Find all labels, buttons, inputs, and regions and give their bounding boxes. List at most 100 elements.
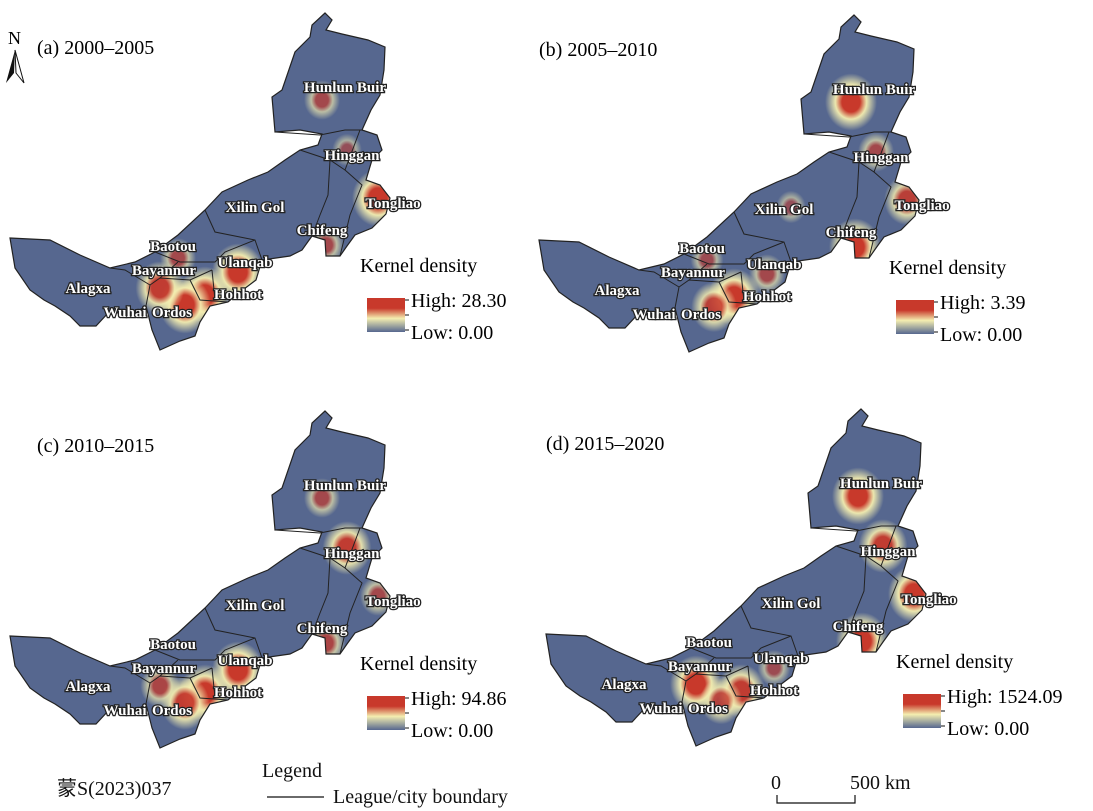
legend-title: Kernel density [360, 255, 477, 277]
legend-title: Kernel density [360, 653, 477, 675]
league-boundary [840, 161, 860, 239]
league-boundary [159, 659, 179, 677]
legend-title: Kernel density [889, 257, 1006, 279]
panel-title: (a) 2000–2005 [37, 37, 154, 59]
city-label: Alagxa [602, 677, 648, 693]
league-boundary [847, 555, 867, 633]
city-label: Ulanqab [217, 255, 272, 271]
league-boundary [311, 159, 331, 237]
density-hotspot [352, 169, 390, 227]
density-hotspot [832, 467, 884, 525]
north-arrow-icon: N [6, 28, 25, 84]
city-label: Wuhai [103, 703, 146, 719]
league-boundary [189, 677, 229, 701]
legend-color-ramp [896, 300, 934, 334]
city-label: Baotou [679, 241, 725, 257]
density-hotspot [690, 241, 724, 279]
league-boundary [835, 525, 897, 567]
city-label: Xilin Gol [226, 200, 285, 216]
league-boundary [299, 129, 361, 171]
density-hotspot [332, 133, 362, 167]
league-boundary [810, 525, 898, 532]
league-boundary [875, 565, 899, 653]
city-label: Hohhot [214, 287, 262, 303]
panel-title: (d) 2015–2020 [546, 433, 664, 455]
city-label: Bayannur [661, 265, 726, 281]
league-boundary [339, 567, 363, 655]
city-label: Ulanqab [753, 651, 808, 667]
league-boundary [645, 663, 687, 682]
league-boundary [740, 605, 799, 657]
density-hotspot [140, 664, 180, 708]
league-boundary [274, 129, 362, 136]
city-label: Chifeng [826, 225, 877, 241]
league-boundary [204, 209, 263, 261]
league-boundary [211, 269, 216, 301]
city-label: Tongliao [894, 198, 949, 214]
legend-color-ramp [903, 694, 941, 728]
city-label: Hinggan [860, 544, 916, 560]
scale-bar [776, 795, 856, 804]
league-boundary [695, 657, 715, 675]
city-label: Ordos [152, 703, 192, 719]
city-label: Ordos [688, 701, 728, 717]
legend-color-ramp [367, 696, 405, 730]
panel-title: (b) 2005–2010 [539, 39, 657, 61]
legend-low: Low: 0.00 [947, 718, 1029, 740]
city-label: Hinggan [853, 150, 909, 166]
province-outline [9, 12, 391, 351]
league-boundary [339, 169, 363, 257]
city-label: Chifeng [297, 621, 348, 637]
city-label: Chifeng [297, 223, 348, 239]
city-label: Alagxa [66, 281, 112, 297]
city-label: Ordos [152, 305, 192, 321]
density-hotspot [160, 238, 196, 278]
region-fill [10, 13, 390, 350]
league-boundary [718, 281, 758, 305]
city-label: Xilin Gol [762, 596, 821, 612]
league-boundary [211, 667, 216, 699]
city-label: Tongliao [365, 196, 420, 212]
density-hotspot [304, 478, 340, 518]
league-boundary [109, 665, 151, 684]
province-outline [9, 410, 391, 749]
scale-zero: 0 [771, 772, 781, 794]
city-label: Hohhot [214, 685, 262, 701]
region-fill [546, 409, 926, 746]
density-hotspot [825, 73, 877, 131]
league-boundary [740, 271, 745, 303]
legend-high: High: 1524.09 [947, 686, 1063, 708]
league-boundary [154, 239, 256, 263]
league-boundary [311, 557, 331, 635]
city-label: Chifeng [833, 619, 884, 635]
city-label: Bayannur [132, 661, 197, 677]
league-boundary [747, 665, 752, 697]
league-boundary [868, 171, 892, 259]
legend-title: Kernel density [896, 651, 1013, 673]
league-boundary [299, 527, 361, 569]
city-label: Hunlun Buir [304, 80, 386, 96]
city-label: Xilin Gol [226, 598, 285, 614]
city-label: Hunlun Buir [833, 82, 915, 98]
city-label: Ordos [681, 307, 721, 323]
map-approval-number: 蒙S(2023)037 [57, 778, 172, 800]
map-panel: (d) 2015–2020 Hunlun Buir Hinggan Tongliao C… [545, 408, 1063, 747]
density-hotspot [304, 80, 340, 120]
league-boundary [638, 269, 680, 288]
league-boundary [733, 211, 792, 263]
league-boundary [274, 527, 362, 534]
province-outline [538, 14, 920, 353]
density-hotspot [749, 254, 785, 294]
density-hotspot [699, 677, 743, 725]
density-hotspot [757, 649, 791, 687]
map-panel: (b) 2005–2010 Hunlun Buir Hinggan Tongliao C… [538, 14, 1026, 353]
league-boundary [154, 637, 256, 661]
city-label: Baotou [686, 635, 732, 651]
city-label: Wuhai [103, 305, 146, 321]
legend-low: Low: 0.00 [411, 322, 493, 344]
province-outline [545, 408, 927, 747]
city-label: Hohhot [750, 683, 798, 699]
legend-boundary-label: League/city boundary [333, 786, 508, 808]
